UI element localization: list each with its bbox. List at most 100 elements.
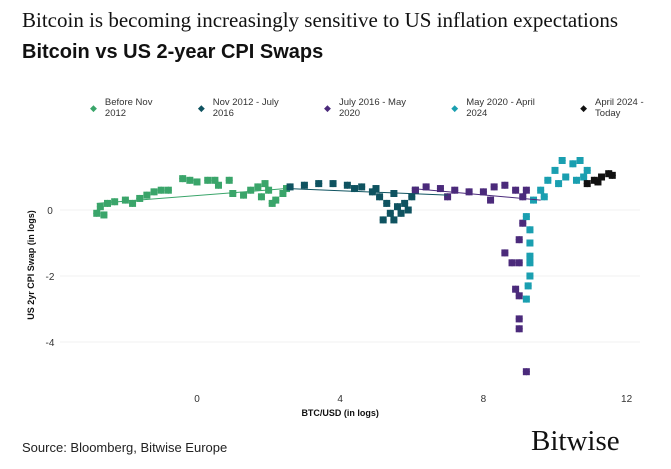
data-point (260, 196, 265, 201)
data-point (186, 179, 191, 184)
data-point (232, 193, 237, 197)
data-point (196, 181, 201, 186)
data-point (386, 212, 391, 217)
data-point (404, 209, 409, 214)
data-point (583, 169, 588, 174)
data-point (586, 169, 591, 174)
data-point (393, 219, 398, 224)
data-point (375, 188, 380, 193)
data-point (515, 259, 520, 264)
data-point (217, 184, 222, 189)
data-point (96, 206, 101, 211)
trend-line (286, 188, 448, 196)
data-point (268, 189, 273, 194)
data-point (572, 176, 577, 181)
data-point (371, 191, 376, 196)
data-point (551, 169, 556, 174)
data-point (303, 181, 308, 186)
data-point (583, 173, 588, 178)
data-point (543, 193, 548, 198)
data-point (525, 295, 530, 300)
data-point (167, 189, 172, 194)
data-point (393, 190, 398, 194)
data-point (114, 198, 119, 203)
data-point (576, 160, 581, 164)
data-point (136, 194, 141, 199)
data-point (540, 189, 545, 194)
data-point (608, 171, 613, 176)
data-point (425, 183, 430, 188)
data-point (129, 202, 134, 207)
data-point (451, 186, 456, 191)
data-point (562, 173, 567, 178)
data-point (526, 252, 531, 257)
data-point (96, 212, 101, 217)
data-point (411, 196, 416, 201)
data-point (268, 186, 273, 191)
data-point (400, 212, 405, 217)
data-point (524, 282, 529, 287)
data-point (207, 179, 212, 184)
data-point (382, 219, 387, 224)
data-point (487, 196, 492, 201)
data-point (586, 183, 591, 188)
data-point (107, 202, 111, 207)
data-point (396, 203, 401, 208)
data-point (393, 193, 398, 197)
data-point (193, 181, 198, 186)
data-point (393, 216, 398, 221)
data-point (275, 199, 280, 204)
data-point (540, 193, 545, 198)
data-point (271, 202, 276, 207)
data-point (508, 259, 513, 264)
data-point (228, 176, 233, 181)
data-point (228, 179, 233, 184)
data-point (518, 318, 523, 323)
data-point (368, 188, 373, 193)
data-point (518, 239, 523, 244)
data-point (504, 181, 509, 186)
data-point (526, 262, 531, 267)
data-point (522, 213, 527, 218)
data-point (375, 185, 380, 190)
data-point (282, 193, 287, 197)
data-point (522, 216, 527, 221)
data-point (515, 328, 520, 333)
data-point (121, 196, 126, 201)
data-point (611, 174, 616, 179)
data-point (501, 184, 506, 189)
data-point (526, 275, 531, 280)
data-point (515, 239, 520, 244)
data-point (454, 189, 459, 194)
data-point (132, 202, 137, 207)
legend-label: Before Nov 2012 (104, 97, 153, 119)
data-point (386, 209, 391, 214)
data-point (139, 194, 144, 199)
data-point (300, 181, 305, 186)
data-point (518, 236, 523, 241)
data-point (400, 209, 405, 214)
data-point (586, 180, 591, 185)
data-point (558, 160, 563, 164)
data-point (529, 255, 534, 260)
data-point (250, 186, 255, 191)
data-point (493, 183, 498, 188)
data-point (129, 199, 134, 204)
data-point (512, 288, 517, 293)
data-point (522, 193, 527, 198)
data-point (214, 184, 219, 189)
data-point (111, 198, 116, 203)
data-point (368, 191, 373, 196)
data-point (207, 176, 212, 181)
data-point (407, 209, 412, 214)
data-point (525, 213, 530, 218)
data-point (99, 203, 104, 208)
legend-label: Nov 2012 - July 2016 (212, 97, 279, 119)
data-point (501, 181, 506, 186)
data-point (243, 191, 248, 196)
data-point (390, 190, 395, 194)
data-point (393, 203, 398, 208)
legend-marker: ◆ (580, 102, 588, 113)
data-point (605, 170, 610, 175)
